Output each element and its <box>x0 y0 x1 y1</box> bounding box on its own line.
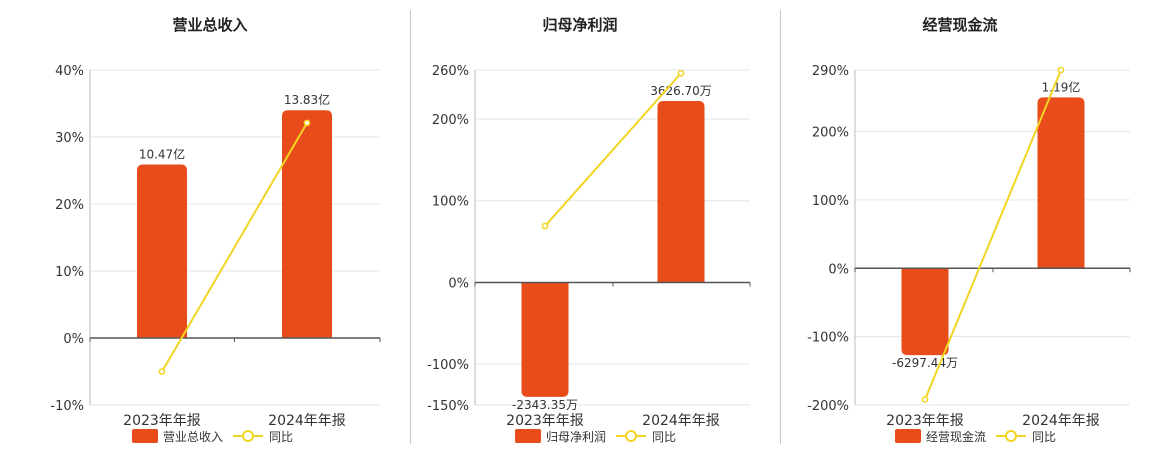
y-tick-label: -10% <box>50 399 84 414</box>
chart-title: 归母净利润 <box>542 16 617 34</box>
x-tick-label: 2024年年报 <box>268 413 346 429</box>
chart-title: 营业总收入 <box>172 16 247 34</box>
line-point <box>921 396 929 403</box>
legend-marker <box>1005 430 1017 442</box>
y-tick-label: 290% <box>812 64 849 79</box>
line-series <box>544 72 682 227</box>
line-point <box>677 69 685 77</box>
y-tick-label: 30% <box>55 131 84 146</box>
bar-value-label: -6297.44万 <box>892 356 958 370</box>
y-tick-label: -200% <box>807 399 849 414</box>
y-tick-label: 0% <box>63 332 84 347</box>
legend-swatch-bar <box>515 429 541 443</box>
line-point <box>158 368 166 375</box>
line-series <box>161 122 308 373</box>
y-tick-label: 100% <box>812 194 849 209</box>
bar <box>901 268 949 356</box>
x-tick-label: 2024年年报 <box>642 413 720 429</box>
legend-label: 营业总收入 <box>163 430 223 444</box>
y-tick-label: 0% <box>448 276 469 291</box>
bar <box>1037 97 1085 269</box>
y-tick-label: -100% <box>427 358 469 373</box>
y-tick-label: 200% <box>432 113 469 128</box>
legend-label: 同比 <box>652 430 676 444</box>
legend-swatch-bar <box>895 429 921 443</box>
y-tick-label: 200% <box>812 126 849 141</box>
legend-label: 经营现金流 <box>926 429 986 444</box>
y-tick-label: 40% <box>55 64 84 79</box>
y-tick-label: 10% <box>55 265 84 280</box>
legend-label: 归母净利润 <box>546 430 606 444</box>
legend-swatch-bar <box>132 429 158 443</box>
chart-title: 经营现金流 <box>922 16 997 34</box>
x-tick-label: 2023年年报 <box>123 413 201 429</box>
line-series <box>924 69 1062 400</box>
y-tick-label: 0% <box>828 262 849 277</box>
line-point <box>1057 66 1065 74</box>
bar-value-label: 10.47亿 <box>139 146 185 161</box>
y-tick-label: 100% <box>432 195 469 210</box>
y-tick-label: -150% <box>427 399 469 414</box>
bar-value-label: 1.19亿 <box>1042 79 1081 94</box>
line-point <box>541 222 549 230</box>
legend-label: 同比 <box>1032 430 1056 444</box>
bar-value-label: -2343.35万 <box>512 398 578 412</box>
line-point <box>303 119 311 127</box>
bar-value-label: 3626.70万 <box>650 84 712 98</box>
legend-marker <box>242 430 254 442</box>
x-tick-label: 2024年年报 <box>1022 413 1100 429</box>
bar <box>282 110 332 338</box>
bar <box>137 164 187 338</box>
y-tick-label: -100% <box>807 331 849 346</box>
panel-divider <box>410 10 411 444</box>
panel-divider <box>780 10 781 444</box>
bar-value-label: 13.83亿 <box>284 92 330 107</box>
bar <box>521 282 569 397</box>
legend-label: 同比 <box>269 430 293 444</box>
y-tick-label: 20% <box>55 198 84 213</box>
legend-marker <box>625 430 637 442</box>
x-tick-label: 2023年年报 <box>506 413 584 429</box>
x-tick-label: 2023年年报 <box>886 413 964 429</box>
bar <box>657 101 705 283</box>
y-tick-label: 260% <box>432 64 469 79</box>
